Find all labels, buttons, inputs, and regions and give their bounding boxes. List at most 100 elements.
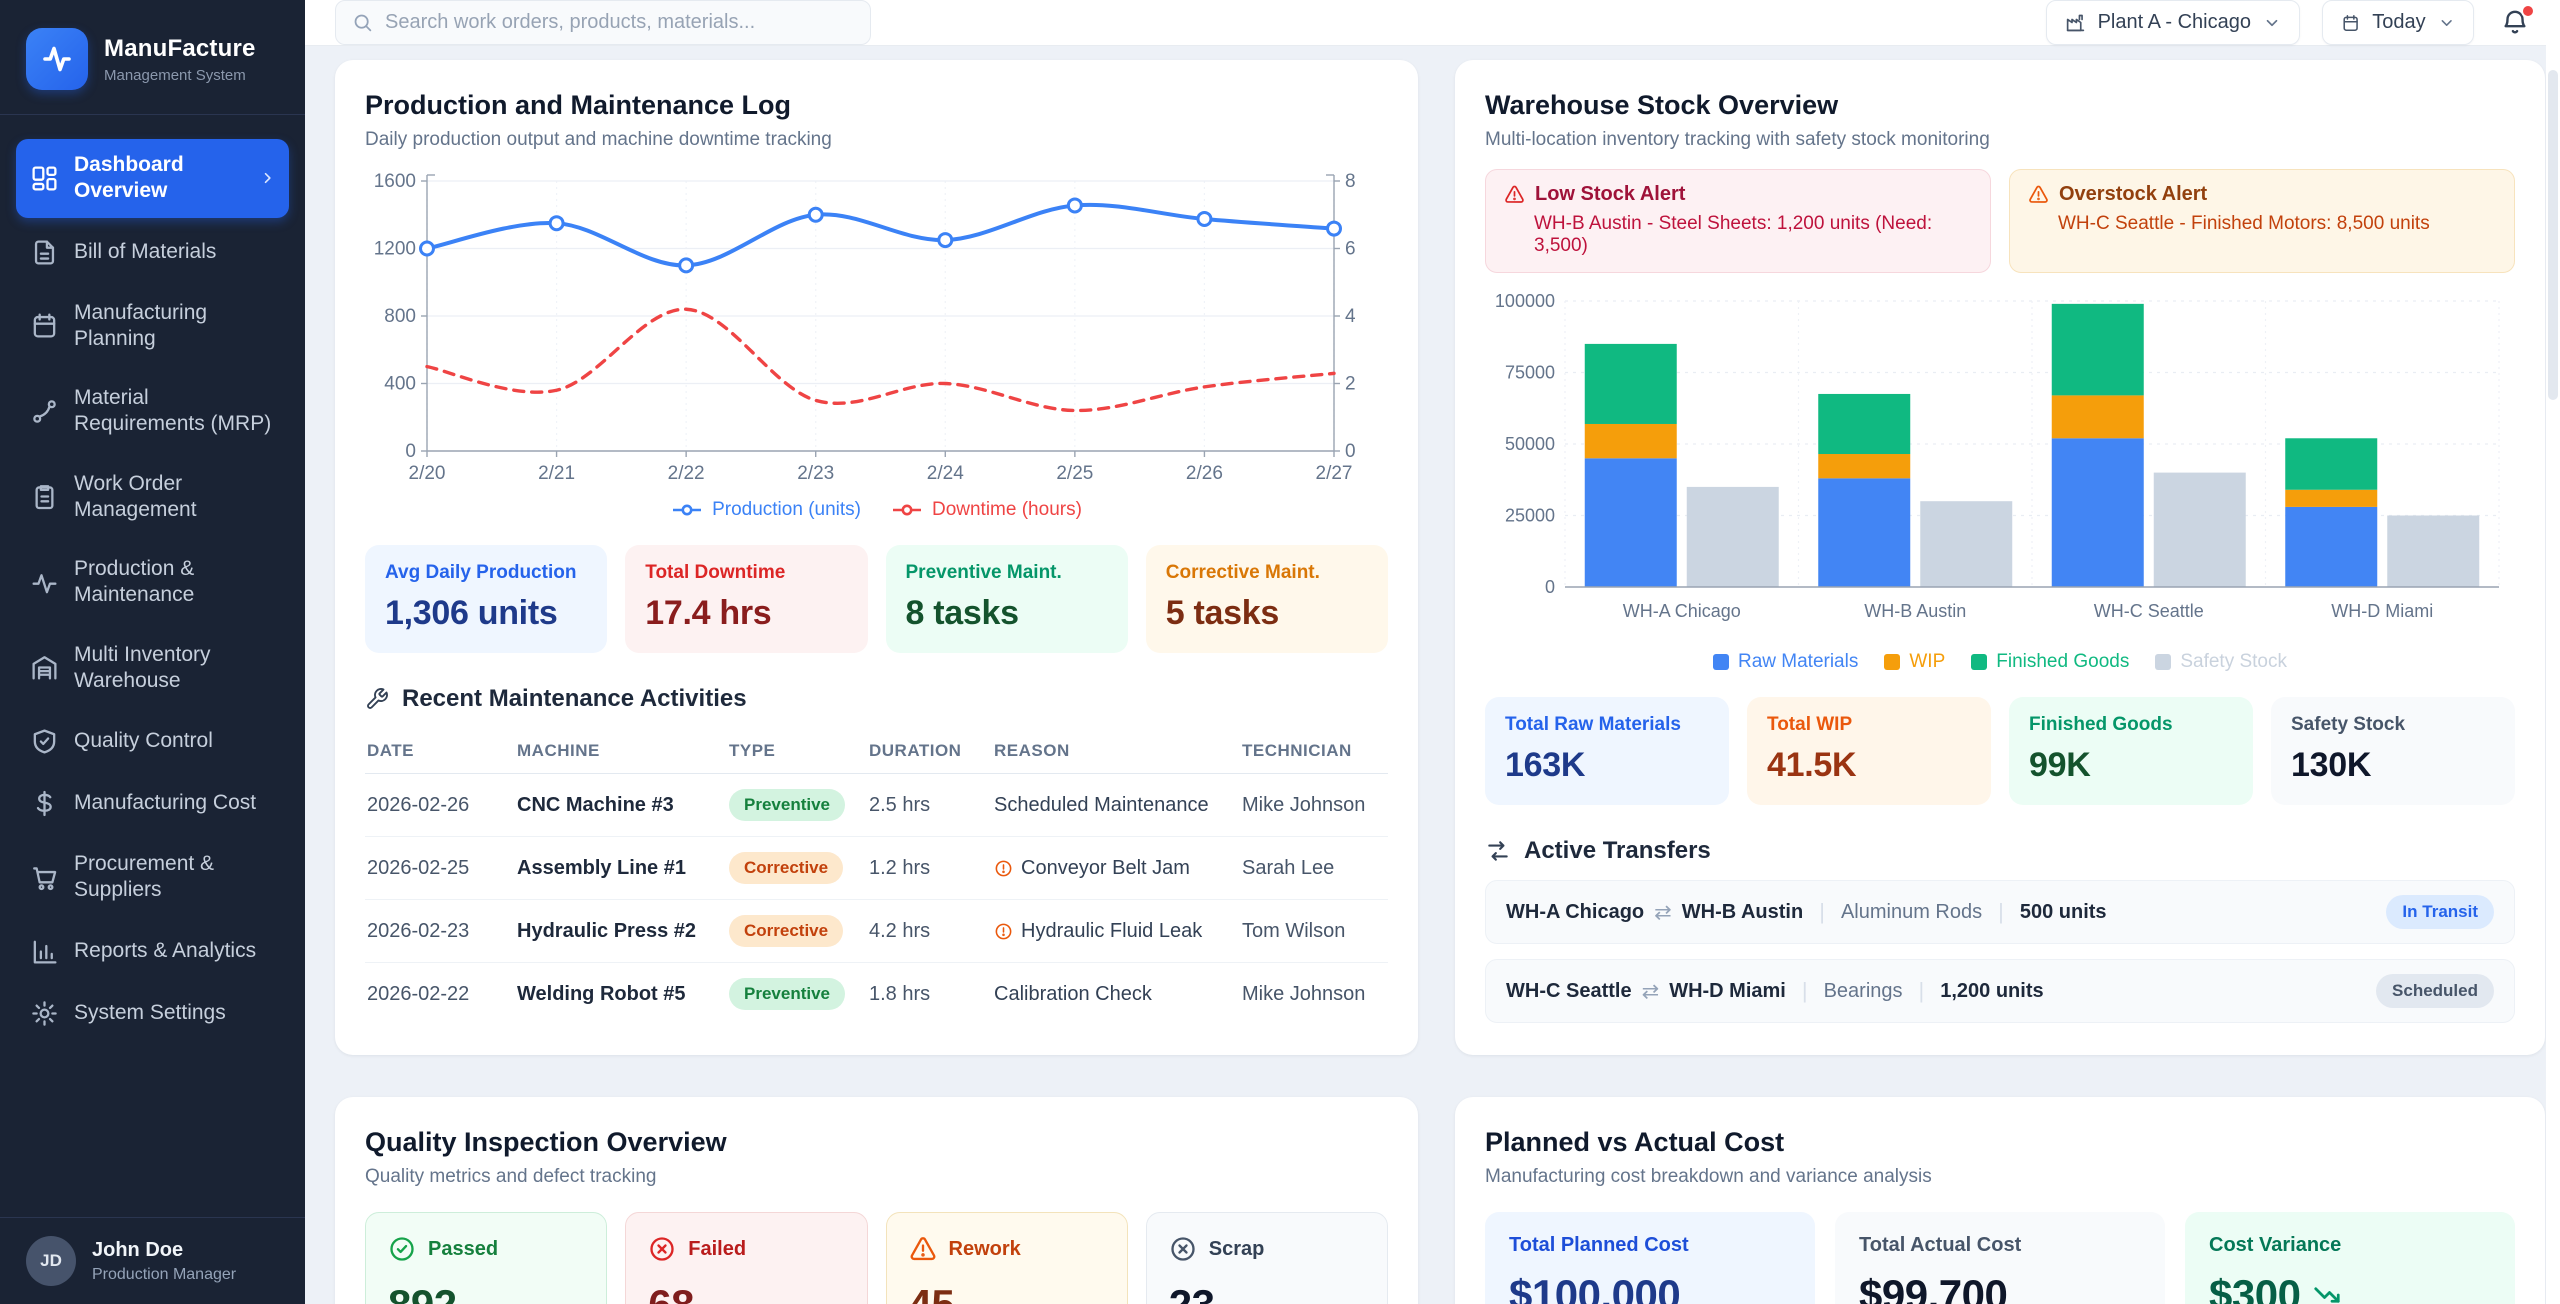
- transfer-row[interactable]: WH-C Seattle ⇄ WH-D Miami | Bearings | 1…: [1485, 959, 2515, 1023]
- sidebar-item-label: Production & Maintenance: [74, 557, 195, 607]
- sidebar-item-reports-analytics[interactable]: Reports & Analytics: [16, 924, 289, 979]
- wrench-icon: [367, 688, 388, 709]
- svg-text:25000: 25000: [1505, 506, 1555, 526]
- sidebar-item-quality-control[interactable]: Quality Control: [16, 714, 289, 769]
- card-subtitle: Multi-location inventory tracking with s…: [1485, 129, 1990, 150]
- sidebar-item-label: Multi Inventory Warehouse: [74, 642, 211, 692]
- check-circle-icon: [390, 1237, 414, 1261]
- quality-passed-card: Passed 892 86.8%: [365, 1212, 608, 1304]
- app-title: ManuFacture: [104, 34, 256, 62]
- svg-text:2/24: 2/24: [927, 463, 964, 484]
- notifications-bell-icon[interactable]: [2496, 3, 2535, 42]
- clipboard-icon: [35, 485, 54, 510]
- scrollbar-thumb[interactable]: [2548, 70, 2558, 400]
- svg-text:WH-A Chicago: WH-A Chicago: [1623, 601, 1741, 621]
- sidebar-item-mrp[interactable]: Material Requirements (MRP): [16, 372, 289, 451]
- svg-text:2/22: 2/22: [668, 463, 705, 484]
- sidebar-item-production-maintenance[interactable]: Production & Maintenance: [16, 543, 289, 622]
- card-title: Quality Inspection Overview: [365, 1127, 727, 1157]
- stat-preventive-maint: Preventive Maint. 8 tasks: [885, 545, 1128, 653]
- alert-circle-icon: [995, 923, 1012, 939]
- svg-text:2/23: 2/23: [797, 463, 834, 484]
- legend-item[interactable]: WIP: [1884, 651, 1945, 673]
- svg-text:2/25: 2/25: [1056, 463, 1093, 484]
- stat-total-wip: Total WIP 41.5K: [1747, 697, 1991, 805]
- svg-text:8: 8: [1345, 171, 1356, 192]
- svg-text:0: 0: [1345, 441, 1356, 462]
- bar-chart-icon: [33, 940, 57, 964]
- sidebar-item-work-order-management[interactable]: Work Order Management: [16, 458, 289, 537]
- svg-text:2/26: 2/26: [1186, 463, 1223, 484]
- legend-item[interactable]: Production (units): [671, 499, 861, 521]
- sidebar-item-multi-inventory-warehouse[interactable]: Multi Inventory Warehouse: [16, 629, 289, 708]
- sidebar-item-label: Reports & Analytics: [74, 938, 257, 962]
- svg-text:0: 0: [1545, 577, 1555, 597]
- legend-swatch: [1971, 654, 1988, 670]
- svg-text:2/27: 2/27: [1316, 463, 1353, 484]
- quality-rework-card: Rework 45 4.4%: [885, 1212, 1128, 1304]
- production-maintenance-card: Production and Maintenance Log Daily pro…: [335, 60, 1418, 1055]
- dollar-icon: [36, 790, 52, 817]
- bar-chart-legend: Raw Materials WIP Finished Goods Safety Sto…: [1485, 651, 2515, 673]
- stat-finished-goods: Finished Goods 99K: [2009, 697, 2253, 805]
- transfer-row[interactable]: WH-A Chicago ⇄ WH-B Austin | Aluminum Ro…: [1485, 880, 2515, 944]
- maintenance-activities-header: Recent Maintenance Activities: [365, 685, 1388, 713]
- svg-text:4: 4: [1345, 306, 1356, 327]
- svg-text:1600: 1600: [374, 171, 416, 192]
- sidebar-item-system-settings[interactable]: System Settings: [16, 986, 289, 1041]
- legend-item[interactable]: Raw Materials: [1712, 651, 1858, 673]
- svg-text:2/20: 2/20: [409, 463, 446, 484]
- total-actual-cost-card: Total Actual Cost $99,700: [1835, 1212, 2165, 1304]
- legend-item[interactable]: Finished Goods: [1971, 651, 2129, 673]
- calendar-icon: [33, 313, 56, 338]
- legend-item[interactable]: Safety Stock: [2155, 651, 2287, 673]
- sidebar-item-manufacturing-cost[interactable]: Manufacturing Cost: [16, 776, 289, 831]
- trending-down-icon: [2314, 1287, 2341, 1303]
- transfer-arrows-icon: [1488, 841, 1508, 861]
- type-badge: Corrective: [729, 852, 844, 884]
- sidebar-item-label: Work Order Management: [74, 471, 197, 521]
- plant-selector-value: Plant A - Chicago: [2097, 11, 2251, 33]
- card-subtitle: Manufacturing cost breakdown and varianc…: [1485, 1166, 1932, 1187]
- x-circle-icon: [1171, 1237, 1195, 1261]
- low-stock-alert: Low Stock Alert WH-B Austin - Steel Shee…: [1485, 169, 1991, 273]
- factory-icon: [2066, 14, 2084, 32]
- table-row: 2026-02-23 Hydraulic Press #2 Corrective…: [365, 900, 1388, 963]
- card-title: Warehouse Stock Overview: [1485, 90, 1839, 120]
- scrollbar[interactable]: [2546, 0, 2560, 1304]
- stock-alerts: Low Stock Alert WH-B Austin - Steel Shee…: [1485, 169, 2515, 273]
- quality-failed-card: Failed 68 6.6%: [625, 1212, 868, 1304]
- svg-text:800: 800: [384, 306, 416, 327]
- legend-item[interactable]: Downtime (hours): [891, 499, 1082, 521]
- status-badge: In Transit: [2386, 895, 2494, 929]
- search-box[interactable]: [335, 0, 871, 45]
- warehouse-icon: [32, 656, 57, 680]
- cost-stats: Total Planned Cost $100,000 Total Actual…: [1485, 1212, 2515, 1304]
- legend-marker: [673, 504, 702, 516]
- sidebar-item-bill-of-materials[interactable]: Bill of Materials: [16, 225, 289, 280]
- brand: ManuFacture Management System: [0, 0, 305, 114]
- sidebar-item-procurement-suppliers[interactable]: Procurement & Suppliers: [16, 838, 289, 917]
- sidebar-item-manufacturing-planning[interactable]: Manufacturing Planning: [16, 287, 289, 366]
- quality-scrap-card: Scrap 23 2.2%: [1145, 1212, 1388, 1304]
- warehouse-bar-chart: 0 25000 50000 75000 100000 WH-A Chicago WH-B A…: [1485, 287, 2515, 647]
- line-chart-canvas: 0 0 400 2 800 4 1200 6 1600 8 2/20 2/21 2/22 2/23 2/24…: [374, 171, 1356, 484]
- production-line-chart: 0 0 400 2 800 4 1200 6 1600 8 2/20 2/21 2/22 2/23 2/24…: [365, 165, 1388, 497]
- cost-card: Planned vs Actual Cost Manufacturing cos…: [1455, 1097, 2545, 1304]
- maintenance-table: DATE MACHINE TYPE DURATION REASON TECHNI…: [365, 729, 1388, 1025]
- sidebar-item-dashboard-overview[interactable]: Dashboard Overview: [16, 139, 289, 218]
- quality-stats: Passed 892 86.8% Failed 68 6.6%: [365, 1212, 1388, 1304]
- svg-text:2: 2: [1345, 374, 1356, 395]
- user-name: John Doe: [92, 1238, 184, 1261]
- search-input[interactable]: [385, 11, 854, 34]
- svg-text:75000: 75000: [1505, 363, 1555, 383]
- date-range-selector[interactable]: Today: [2322, 0, 2474, 45]
- search-icon: [354, 14, 372, 32]
- user-profile[interactable]: JD John Doe Production Manager: [0, 1217, 305, 1304]
- status-badge: Scheduled: [2376, 974, 2494, 1008]
- svg-text:WH-C Seattle: WH-C Seattle: [2094, 601, 2204, 621]
- active-transfers-header: Active Transfers: [1485, 837, 2515, 865]
- app-subtitle: Management System: [104, 66, 246, 84]
- stat-total-raw-materials: Total Raw Materials 163K: [1485, 697, 1729, 805]
- plant-selector[interactable]: Plant A - Chicago: [2045, 0, 2300, 45]
